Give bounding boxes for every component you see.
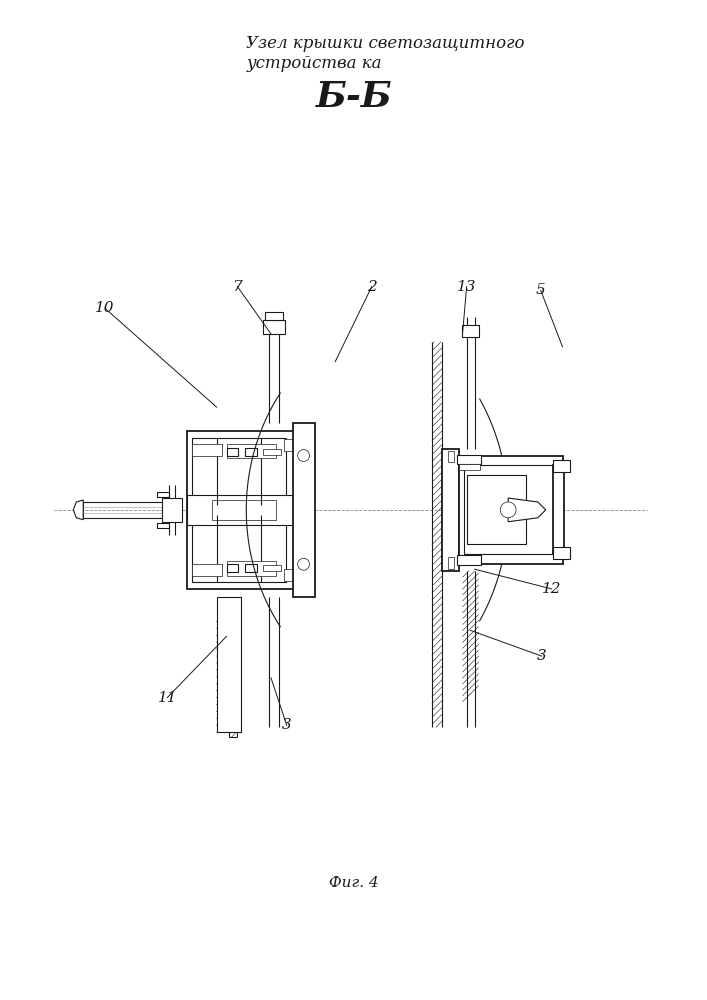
Bar [187, 431, 296, 589]
Bar [457, 555, 481, 565]
Bar [192, 444, 221, 456]
Bar [158, 523, 169, 528]
Text: 10: 10 [95, 301, 115, 315]
Bar [457, 455, 481, 464]
Bar [263, 320, 285, 334]
Bar [284, 569, 296, 581]
Bar [187, 495, 296, 525]
Bar [163, 498, 182, 522]
Bar [226, 564, 238, 572]
Bar [448, 557, 454, 569]
Text: Узел крышки светозащитного: Узел крышки светозащитного [246, 35, 525, 52]
Bar [226, 444, 276, 458]
Text: 12: 12 [542, 582, 561, 596]
Text: 13: 13 [457, 280, 477, 294]
Polygon shape [508, 498, 546, 522]
Circle shape [298, 558, 310, 570]
Bar [192, 564, 221, 576]
Bar [462, 325, 479, 337]
Bar [442, 449, 459, 571]
Bar [293, 423, 315, 597]
Bar [158, 492, 169, 497]
Text: 5: 5 [536, 283, 546, 297]
Circle shape [501, 502, 516, 518]
Circle shape [298, 450, 310, 461]
Bar [226, 561, 276, 576]
Bar [448, 451, 454, 462]
Polygon shape [216, 597, 241, 732]
Polygon shape [74, 500, 83, 520]
Bar [192, 438, 286, 505]
Bar [263, 565, 281, 571]
Bar [245, 448, 257, 456]
Text: Фиг. 4: Фиг. 4 [329, 876, 379, 890]
Bar [553, 465, 564, 554]
Text: устройства ка: устройства ка [246, 55, 382, 72]
Bar [467, 475, 526, 544]
Bar [245, 564, 257, 572]
Bar [553, 460, 571, 472]
Bar [226, 448, 238, 456]
Bar [265, 312, 283, 320]
Text: 3: 3 [282, 718, 292, 732]
Bar [459, 456, 563, 564]
Bar [192, 515, 286, 582]
Bar [211, 500, 276, 520]
Text: 2: 2 [367, 280, 377, 294]
Text: Б-Б: Б-Б [315, 80, 392, 114]
Bar [464, 465, 553, 554]
Bar [553, 547, 571, 559]
Text: 11: 11 [158, 691, 177, 705]
Text: 7: 7 [233, 280, 243, 294]
Bar [459, 464, 481, 470]
Bar [263, 449, 281, 455]
Text: 3: 3 [537, 649, 547, 663]
Bar [284, 439, 296, 451]
